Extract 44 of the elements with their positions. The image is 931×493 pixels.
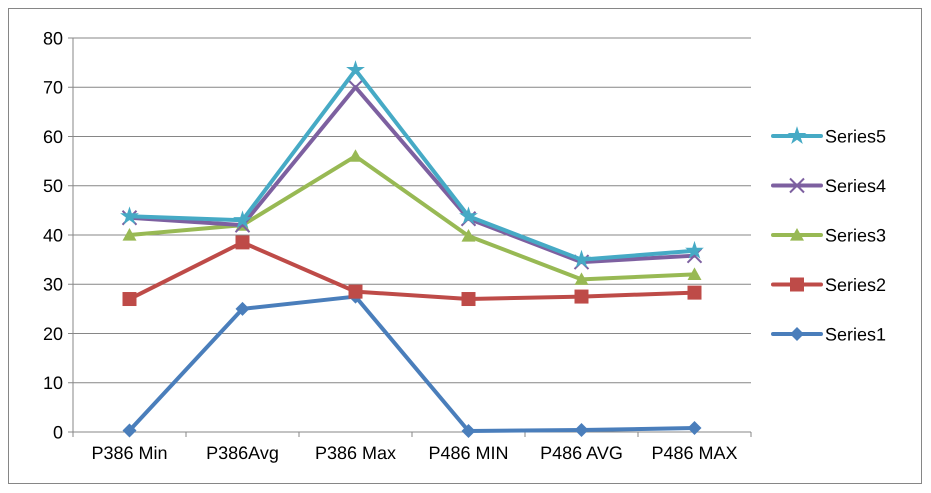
- point: [688, 421, 702, 436]
- point: [574, 290, 588, 304]
- point: [462, 228, 476, 242]
- point: [459, 206, 478, 224]
- point: [348, 79, 364, 96]
- point: [460, 210, 476, 227]
- point: [236, 302, 250, 316]
- y-tick-label: 0: [52, 422, 63, 442]
- point: [462, 292, 476, 306]
- x-tick-label: P486 MAX: [651, 443, 738, 463]
- point: [574, 423, 588, 438]
- point: [122, 292, 136, 306]
- point: [122, 210, 138, 226]
- x-tick-label: P386 Max: [314, 443, 396, 463]
- x-tick-label: P486 AVG: [540, 443, 623, 463]
- legend-label: Series4: [825, 176, 886, 196]
- point: [688, 267, 702, 280]
- y-tick-label: 50: [42, 176, 63, 196]
- y-tick-label: 70: [42, 78, 63, 98]
- point: [233, 210, 252, 228]
- legend-label: Series5: [825, 126, 886, 146]
- y-tick-label: 20: [42, 324, 63, 344]
- x-tick-label: P386Avg: [206, 443, 279, 463]
- legend-label: Series2: [825, 274, 886, 295]
- point: [236, 235, 250, 250]
- point: [574, 254, 590, 270]
- point: [685, 240, 704, 259]
- y-tick-label: 30: [42, 274, 63, 295]
- y-tick-label: 40: [42, 225, 63, 246]
- y-tick-label: 10: [42, 373, 63, 394]
- x-tick-label: P386 Min: [91, 443, 168, 463]
- legend-label: Series3: [825, 225, 886, 246]
- y-tick-label: 80: [42, 28, 63, 48]
- legend-label: Series1: [825, 324, 886, 344]
- point: [122, 424, 136, 438]
- point: [688, 286, 702, 300]
- point: [574, 272, 588, 285]
- point: [122, 228, 136, 241]
- point: [348, 284, 362, 299]
- point: [120, 206, 139, 224]
- point: [686, 248, 702, 264]
- y-tick-label: 60: [42, 126, 63, 147]
- x-tick-label: P486 MIN: [428, 443, 509, 463]
- point: [462, 424, 476, 438]
